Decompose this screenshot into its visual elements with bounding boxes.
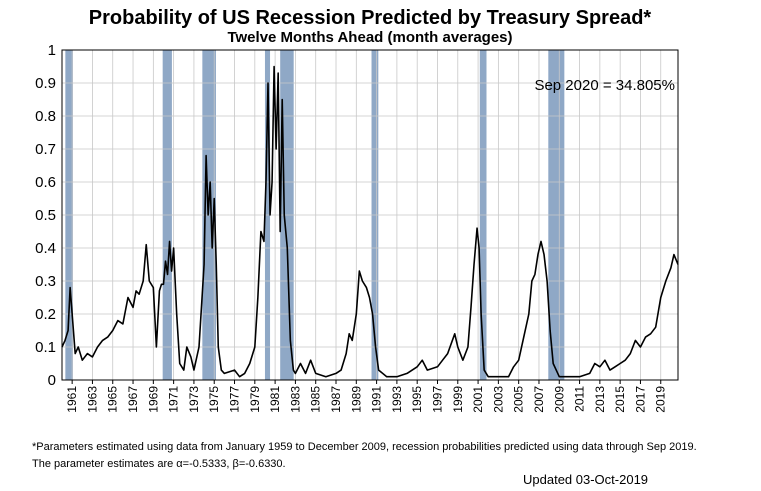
x-tick-label: 1965 [106,386,120,413]
x-tick-label: 1969 [146,386,160,413]
x-tick-label: 1993 [390,386,404,413]
x-tick-label: 1963 [85,386,99,413]
x-tick-label: 1995 [410,386,424,413]
x-tick-label: 2003 [491,386,505,413]
y-tick-label: 0 [48,372,56,389]
chart-title: Probability of US Recession Predicted by… [89,7,652,29]
annotation: Sep 2020 = 34.805% [534,77,675,94]
chart-subtitle: Twelve Months Ahead (month averages) [227,29,512,46]
updated-note: Updated 03-Oct-2019 [523,472,648,487]
x-tick-label: 1961 [65,386,79,413]
x-tick-label: 1991 [370,386,384,413]
y-tick-label: 0.4 [35,240,56,257]
x-tick-label: 1971 [167,386,181,413]
y-tick-label: 1 [48,42,56,59]
x-tick-label: 1997 [430,386,444,413]
footnote: The parameter estimates are α=-0.5333, β… [32,458,286,470]
x-tick-label: 1981 [268,386,282,413]
x-tick-label: 2011 [573,386,587,412]
y-tick-label: 0.7 [35,141,56,158]
x-tick-label: 1973 [187,386,201,413]
x-tick-label: 1967 [126,386,140,413]
x-tick-label: 1975 [207,386,221,413]
x-tick-label: 2019 [654,386,668,413]
y-tick-label: 0.6 [35,174,56,191]
x-tick-label: 2007 [532,386,546,413]
y-tick-label: 0.2 [35,306,56,323]
plot-frame [61,49,679,381]
x-tick-label: 2001 [471,386,485,413]
x-tick-label: 1985 [309,386,323,413]
x-tick-label: 2015 [613,386,627,413]
x-tick-label: 2013 [593,386,607,413]
y-tick-label: 0.1 [35,339,56,356]
footnote: *Parameters estimated using data from Ja… [32,441,697,453]
y-tick-label: 0.5 [35,207,56,224]
y-tick-label: 0.8 [35,108,56,125]
x-tick-label: 1983 [288,386,302,413]
x-tick-label: 1999 [451,386,465,413]
x-tick-label: 2005 [512,386,526,413]
y-tick-label: 0.3 [35,273,56,290]
x-tick-label: 1989 [349,386,363,413]
x-tick-label: 1987 [329,386,343,413]
x-tick-label: 1977 [228,386,242,413]
x-tick-label: 1979 [248,386,262,413]
x-tick-label: 2009 [552,386,566,413]
x-tick-label: 2017 [633,386,647,413]
line-series [61,65,679,378]
y-tick-label: 0.9 [35,75,56,92]
